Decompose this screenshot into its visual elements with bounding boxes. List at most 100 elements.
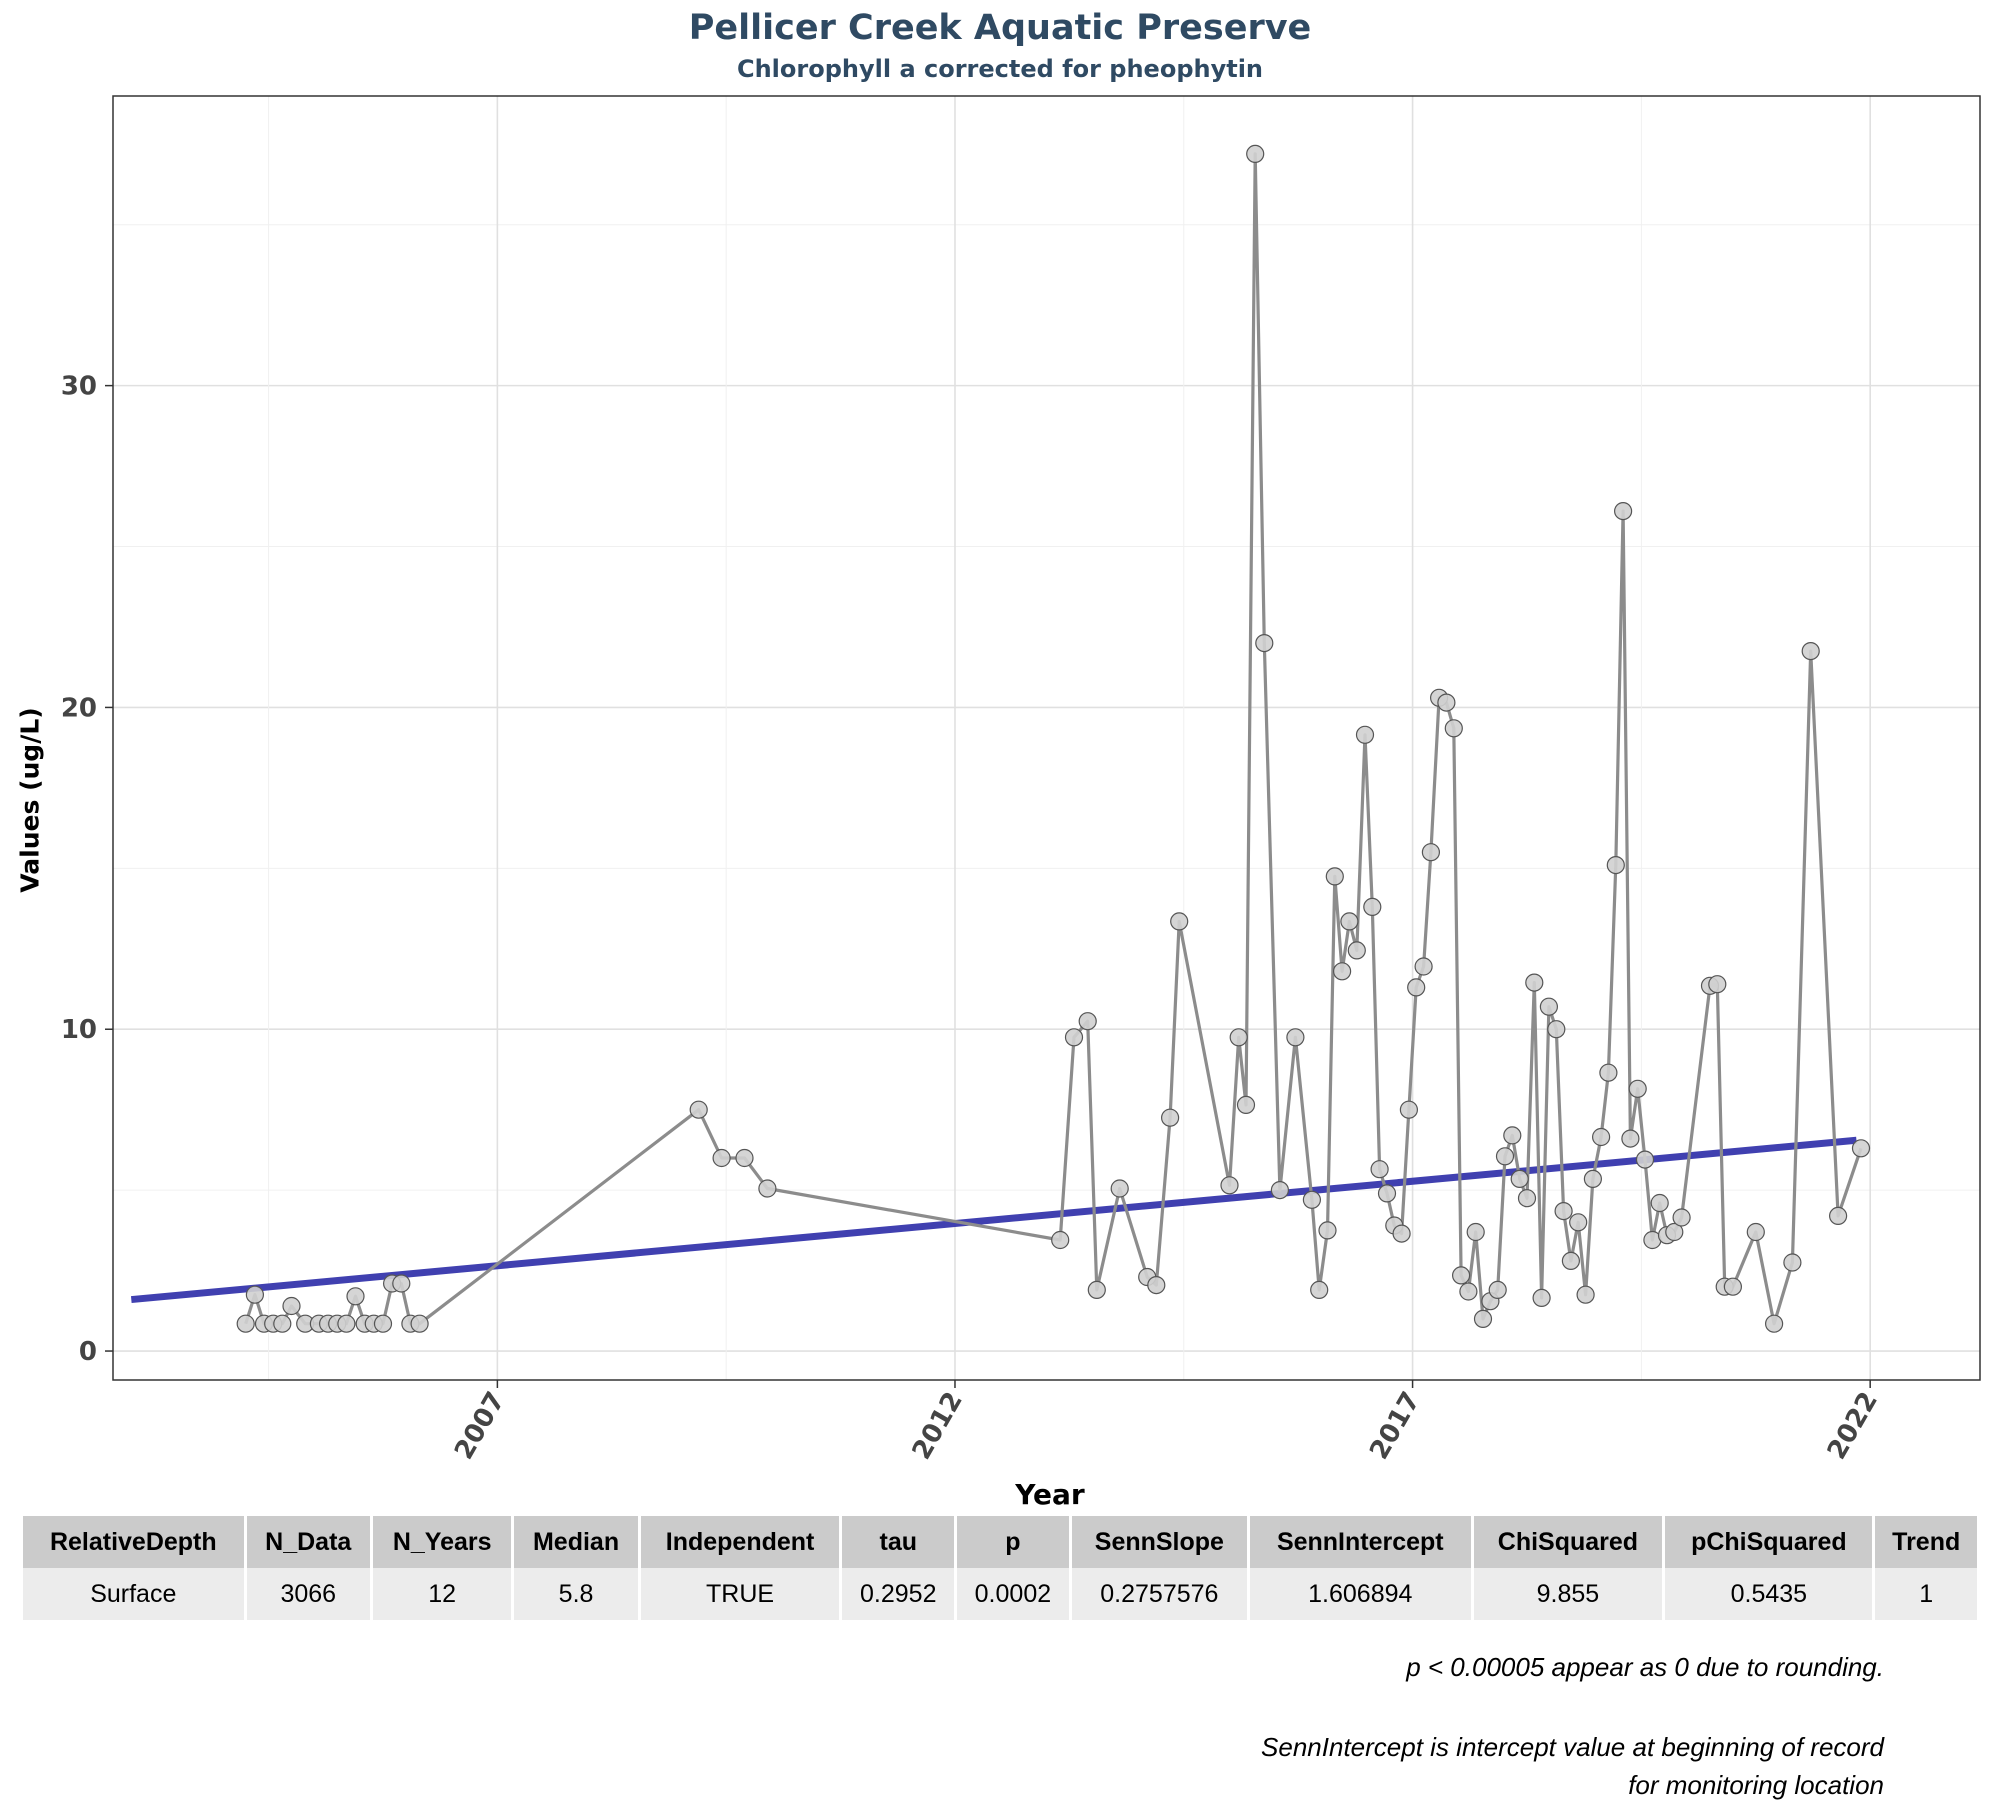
data-point xyxy=(1087,1280,1106,1300)
data-point xyxy=(1332,962,1352,981)
table-cell: 1.606894 xyxy=(1250,1568,1471,1620)
data-point xyxy=(1255,633,1274,653)
grid-lines xyxy=(113,96,1980,1380)
table-cell: 1 xyxy=(1875,1568,1977,1620)
data-point xyxy=(1437,693,1456,712)
data-point xyxy=(273,1314,292,1333)
data-point xyxy=(1539,997,1559,1016)
data-point xyxy=(1635,1150,1655,1169)
y-tick-label: 30 xyxy=(61,372,97,402)
data-point xyxy=(1392,1224,1411,1243)
chart-canvas: 0 10 20 30 2007 2012 2017 2022 xyxy=(61,95,1981,1465)
table-header-cell: ChiSquared xyxy=(1473,1516,1663,1568)
data-point xyxy=(758,1179,777,1198)
axis-layer: 0 10 20 30 2007 2012 2017 2022 xyxy=(61,372,1884,1465)
data-point xyxy=(1621,1129,1640,1148)
data-point xyxy=(1407,978,1426,997)
data-point xyxy=(1399,1100,1419,1119)
data-point xyxy=(1459,1282,1478,1301)
data-point xyxy=(1746,1222,1765,1242)
data-point xyxy=(1347,941,1366,960)
x-tick-label: 2022 xyxy=(1822,1387,1884,1465)
table-header-cell: Median xyxy=(514,1516,638,1568)
table-header-cell: Trend xyxy=(1875,1516,1977,1568)
table-cell: 0.2757576 xyxy=(1071,1568,1247,1620)
data-point xyxy=(1147,1275,1166,1295)
data-point xyxy=(1672,1208,1691,1227)
series-line xyxy=(244,152,1863,1326)
data-point xyxy=(1561,1251,1581,1271)
table-header-cell: RelativeDepth xyxy=(23,1516,244,1568)
rounding-note: p < 0.00005 appear as 0 due to rounding. xyxy=(1406,1652,1884,1682)
data-point xyxy=(1229,1028,1248,1047)
table-cell: 3066 xyxy=(246,1568,370,1620)
table-cell: 0.2952 xyxy=(842,1568,955,1620)
data-point xyxy=(689,1100,708,1119)
table-cell: 9.855 xyxy=(1473,1568,1663,1620)
data-point xyxy=(1554,1201,1573,1221)
data-point xyxy=(712,1148,731,1168)
table-header-cell: tau xyxy=(842,1516,955,1568)
y-tick-label: 20 xyxy=(61,693,97,723)
table-header-cell: Independent xyxy=(640,1516,840,1568)
data-point xyxy=(1517,1189,1537,1208)
data-point xyxy=(1628,1079,1647,1098)
chart-subtitle: Chlorophyll a corrected for pheophytin xyxy=(736,55,1264,83)
data-point xyxy=(1473,1309,1493,1329)
x-tick-label: 2017 xyxy=(1364,1387,1426,1465)
data-point xyxy=(1599,1063,1618,1082)
intercept-note: SennIntercept is intercept value at begi… xyxy=(1261,1732,1884,1800)
data-point xyxy=(373,1314,393,1333)
table-cell: 5.8 xyxy=(514,1568,638,1620)
data-point xyxy=(1246,144,1265,163)
data-point xyxy=(1363,897,1382,917)
data-point xyxy=(1583,1169,1603,1189)
data-point xyxy=(1576,1285,1595,1304)
data-point xyxy=(1547,1020,1566,1039)
table-cell: 0.0002 xyxy=(957,1568,1069,1620)
data-point xyxy=(1302,1190,1322,1209)
data-point xyxy=(1310,1280,1329,1300)
data-point xyxy=(1270,1180,1290,1200)
data-point xyxy=(1650,1193,1669,1213)
trend-layer xyxy=(130,1136,1857,1304)
data-point xyxy=(1220,1176,1239,1195)
data-point xyxy=(1510,1169,1529,1189)
data-point xyxy=(1370,1160,1389,1179)
plot-border xyxy=(112,95,1981,1381)
table-cell: Surface xyxy=(23,1568,244,1620)
stats-header-row: RelativeDepth N_Data N_Years Median Independ… xyxy=(23,1516,1977,1568)
table-row: Surface 3066 12 5.8 TRUE 0.2952 0.0002 0.275757… xyxy=(23,1568,1977,1620)
data-point xyxy=(1495,1147,1515,1166)
data-point xyxy=(1377,1184,1397,1203)
table-header-cell: N_Years xyxy=(372,1516,512,1568)
data-point xyxy=(1318,1221,1337,1240)
table-cell: TRUE xyxy=(640,1568,840,1620)
data-point xyxy=(1783,1253,1802,1272)
data-point xyxy=(346,1287,365,1306)
data-point xyxy=(1160,1108,1180,1127)
table-header-cell: SennSlope xyxy=(1071,1516,1247,1568)
data-point xyxy=(1488,1280,1507,1300)
x-tick-label: 2007 xyxy=(449,1387,511,1465)
y-tick-label: 10 xyxy=(61,1015,97,1045)
data-point xyxy=(1851,1139,1871,1158)
data-point xyxy=(1801,641,1820,661)
plot-panel xyxy=(113,96,1980,1380)
y-axis-label: Values (ug/L) xyxy=(15,707,45,893)
data-point xyxy=(1591,1127,1611,1147)
series-layer xyxy=(236,144,1871,1333)
data-point xyxy=(1723,1277,1743,1296)
trend-line xyxy=(130,1136,1857,1304)
data-point xyxy=(236,1314,255,1333)
stats-body: Surface 3066 12 5.8 TRUE 0.2952 0.0002 0.275757… xyxy=(23,1568,1977,1620)
data-point xyxy=(1170,912,1189,931)
data-point xyxy=(1569,1213,1588,1232)
stats-table: RelativeDepth N_Data N_Years Median Independ… xyxy=(20,1516,1980,1620)
data-point xyxy=(1325,867,1344,886)
data-point xyxy=(1355,725,1375,744)
table-cell: 0.5435 xyxy=(1665,1568,1873,1620)
y-tick-label: 0 xyxy=(79,1337,97,1367)
data-point xyxy=(1286,1028,1305,1047)
data-point xyxy=(337,1314,356,1333)
